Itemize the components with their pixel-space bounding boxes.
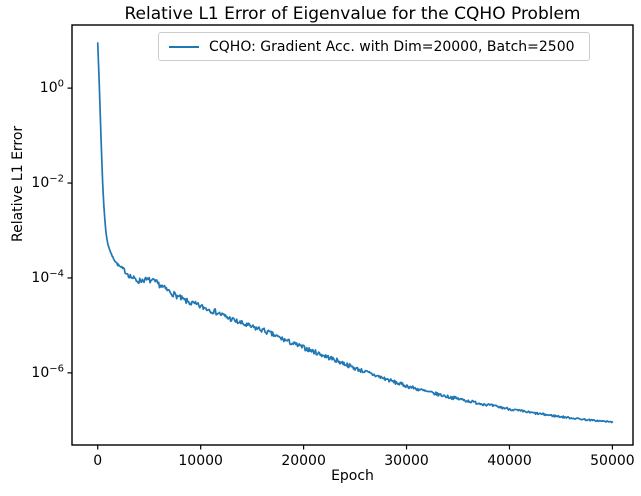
x-tick-label: 30000 — [384, 453, 429, 469]
y-tick-label: 10−2 — [31, 173, 64, 192]
y-tick-label: 100 — [39, 78, 64, 97]
chart-title: Relative L1 Error of Eigenvalue for the … — [124, 4, 581, 24]
x-tick-label: 40000 — [487, 453, 532, 469]
y-axis-label: Relative L1 Error — [10, 125, 26, 242]
x-tick-label: 20000 — [281, 453, 326, 469]
legend-entry-label: CQHO: Gradient Acc. with Dim=20000, Batc… — [209, 38, 575, 55]
legend-box: CQHO: Gradient Acc. with Dim=20000, Batc… — [158, 32, 590, 61]
x-tick-label: 0 — [93, 453, 103, 469]
x-tick-label: 10000 — [178, 453, 223, 469]
y-tick-label: 10−6 — [31, 363, 64, 381]
x-tick-label: 50000 — [590, 453, 635, 469]
legend-line-sample-icon — [169, 45, 199, 48]
plot-frame — [71, 24, 634, 446]
series-line-cqho — [96, 42, 614, 424]
axis-tick-marks — [67, 87, 614, 450]
x-axis-label: Epoch — [331, 468, 374, 484]
y-tick-label: 10−4 — [31, 268, 64, 286]
